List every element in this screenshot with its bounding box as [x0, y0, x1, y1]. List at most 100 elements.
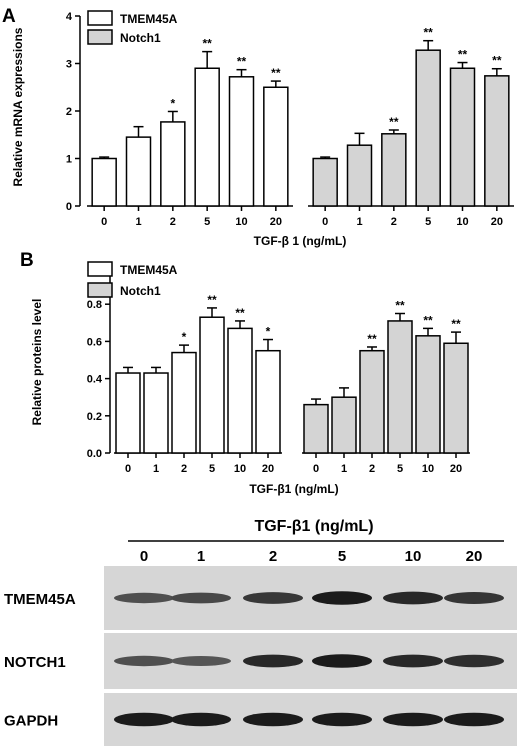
chart-b-xtick-label: 20: [262, 463, 274, 475]
chart-a-legend-swatch: [87, 29, 113, 45]
chart-b-significance-mark: *: [266, 325, 271, 339]
blot-band: [383, 654, 443, 668]
chart-a-bar: [91, 157, 117, 207]
chart-b-bar: [227, 327, 253, 454]
chart-b-ylabel: Relative proteins level: [30, 299, 44, 426]
chart-a-xtick-label: 2: [170, 216, 176, 228]
blot-lane-label: 20: [466, 548, 483, 565]
chart-b-xtick-label: 20: [450, 463, 462, 475]
chart-b-bar: [303, 403, 329, 454]
chart-b-significance-mark: *: [182, 330, 187, 344]
chart-a-ylabel: Relative mRNA expressions: [11, 27, 25, 186]
chart-a-bar: [449, 67, 476, 207]
chart-a-ytick-label: 2: [66, 106, 72, 118]
chart-a-ytick-label: 4: [66, 11, 73, 23]
western-blot: TGF-β1 (ng/mL) 0 1 2 5 10 20 TMEM45A NOTCH1 GAPD…: [4, 518, 517, 746]
chart-b-legend-label: TMEM45A: [120, 263, 178, 277]
chart-a-bar: [263, 86, 289, 207]
chart-a-bar: [484, 75, 510, 207]
chart-a-significance-mark: **: [423, 26, 433, 40]
chart-a-xtick-label: 10: [235, 216, 247, 228]
chart-a-significance-mark: **: [492, 54, 502, 68]
chart-a-ytick-label: 0: [66, 201, 72, 213]
chart-b-ytick-label: 0.6: [87, 336, 102, 348]
blot-band: [114, 655, 174, 667]
chart-a-significance-mark: **: [389, 115, 399, 129]
chart-b-legend-label: Notch1: [120, 284, 161, 298]
chart-b-bar: [331, 396, 357, 454]
blot-row-label: GAPDH: [4, 713, 58, 730]
chart-a-bar: [381, 133, 407, 207]
chart-b-bar: [143, 372, 169, 454]
chart-a-xtick-label: 2: [391, 216, 397, 228]
blot-band: [243, 712, 303, 727]
chart-a-xtick-label: 10: [456, 216, 468, 228]
chart-b-bar: [255, 349, 281, 454]
blot-band: [171, 656, 231, 666]
chart-a-bar: [160, 121, 186, 207]
chart-b-significance-mark: **: [207, 293, 217, 307]
chart-b-bar: [359, 349, 385, 454]
panel-a-letter: A: [2, 6, 16, 27]
chart-a-ytick-label: 3: [66, 59, 72, 71]
chart-a-bar: [125, 136, 152, 207]
chart-a-bar: [415, 49, 441, 207]
chart-a-bar: [346, 144, 373, 207]
chart-a-xtick-label: 20: [491, 216, 503, 228]
chart-b-legend-swatch: [87, 261, 113, 277]
blot-band: [171, 592, 231, 604]
chart-b-significance-mark: **: [451, 317, 461, 331]
blot-band: [383, 591, 443, 605]
chart-b-bar: [387, 320, 413, 454]
chart-a-legend-label: TMEM45A: [120, 12, 178, 26]
blot-band: [444, 592, 504, 604]
chart-b-protein: Relative proteins level TGF-β1 (ng/mL) 0…: [30, 261, 470, 496]
chart-a-bar: [228, 76, 255, 207]
chart-b-xtick-label: 5: [397, 463, 403, 475]
chart-a-xtick-label: 1: [135, 216, 141, 228]
chart-b-xtick-label: 1: [341, 463, 347, 475]
chart-a-xtick-label: 0: [322, 216, 328, 228]
chart-a-legend-label: Notch1: [120, 31, 161, 45]
chart-a-mrna: Relative mRNA expressions TGF-β 1 (ng/mL…: [11, 10, 514, 248]
blot-lane-label: 2: [269, 548, 277, 565]
blot-band: [312, 591, 372, 605]
chart-a-xlabel: TGF-β 1 (ng/mL): [254, 234, 347, 248]
chart-b-bar: [443, 342, 469, 454]
chart-a-xtick-label: 20: [270, 216, 282, 228]
blot-band: [312, 712, 372, 727]
chart-b-ytick-label: 0.8: [87, 299, 102, 311]
chart-b-xtick-label: 2: [369, 463, 375, 475]
chart-b-significance-mark: **: [235, 306, 245, 320]
chart-b-bar: [171, 351, 197, 454]
chart-a-significance-mark: **: [202, 37, 212, 51]
blot-band: [444, 654, 504, 668]
chart-b-legend-swatch: [87, 282, 113, 298]
chart-b-bar: [199, 316, 225, 454]
blot-lane-label: 10: [405, 548, 422, 565]
chart-a-significance-mark: *: [170, 96, 175, 110]
chart-b-xtick-label: 5: [209, 463, 215, 475]
chart-a-ytick-label: 1: [66, 154, 72, 166]
chart-b-ytick-label: 0.2: [87, 411, 102, 423]
chart-b-significance-mark: **: [367, 332, 377, 346]
blot-band: [171, 712, 231, 727]
chart-b-xtick-label: 0: [125, 463, 131, 475]
chart-b-ytick-label: 0.4: [87, 374, 103, 386]
blot-title: TGF-β1 (ng/mL): [254, 518, 373, 535]
chart-b-significance-mark: **: [395, 299, 405, 313]
chart-a-xtick-label: 5: [425, 216, 431, 228]
chart-b-xtick-label: 10: [234, 463, 246, 475]
chart-a-significance-mark: **: [237, 55, 247, 69]
blot-row-label: NOTCH1: [4, 654, 66, 671]
chart-b-significance-mark: **: [423, 313, 433, 327]
chart-b-xtick-label: 0: [313, 463, 319, 475]
chart-b-bar: [415, 335, 441, 454]
blot-lane-label: 5: [338, 548, 346, 565]
blot-band: [383, 712, 443, 727]
chart-a-significance-mark: **: [271, 66, 281, 80]
chart-a-xtick-label: 1: [356, 216, 362, 228]
blot-band: [243, 592, 303, 604]
chart-a-significance-mark: **: [458, 48, 468, 62]
